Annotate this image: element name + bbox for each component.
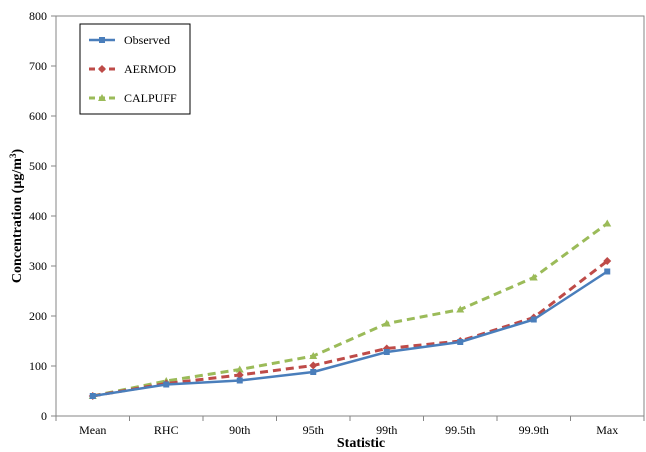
series-observed [89, 268, 611, 399]
y-tick-label: 300 [29, 259, 47, 273]
legend-marker-aermod [98, 65, 106, 73]
y-tick-label: 500 [29, 159, 47, 173]
data-point-observed [236, 377, 243, 384]
y-tick-label: 100 [29, 359, 47, 373]
x-tick-label: 99.9th [519, 423, 549, 437]
data-point-observed [457, 339, 464, 345]
data-point-observed [89, 393, 96, 399]
series-layer [88, 219, 612, 400]
data-point-calpuff [456, 305, 465, 313]
x-tick-label: 95th [303, 423, 324, 437]
series-calpuff [88, 219, 612, 399]
y-axis-title: Concentration (µg/m3) [8, 149, 25, 284]
data-point-aermod [309, 361, 318, 370]
y-axis-title-main: Concentration (µg/m [10, 158, 25, 283]
data-point-observed [604, 268, 611, 275]
data-point-calpuff [529, 273, 538, 281]
data-point-observed [163, 381, 170, 388]
y-axis: 0 100 200 300 400 500 600 700 800 [29, 9, 56, 423]
y-tick-label: 0 [41, 409, 47, 423]
legend-label-aermod: AERMOD [124, 62, 176, 76]
x-tick-label: Mean [79, 423, 106, 437]
data-point-observed [530, 316, 537, 323]
legend-label-observed: Observed [124, 33, 170, 47]
data-point-aermod [235, 371, 244, 379]
x-tick-label: 99th [376, 423, 397, 437]
y-tick-label: 200 [29, 309, 47, 323]
y-axis-title-close: ) [10, 149, 25, 154]
legend: Observed AERMOD CALPUFF [79, 23, 191, 115]
data-point-aermod [603, 257, 612, 265]
x-axis-title: Statistic [337, 436, 385, 451]
y-axis-title-superscript: 3 [8, 153, 18, 158]
data-point-calpuff [603, 219, 612, 227]
data-point-observed [310, 369, 317, 375]
data-point-calpuff [382, 319, 391, 327]
x-tick-label: 90th [229, 423, 250, 437]
data-point-calpuff [235, 365, 244, 373]
series-line-calpuff [92, 222, 609, 398]
x-axis: Mean RHC 90th 95th 99th 99.5th 99.9th Max [55, 416, 645, 437]
legend-marker-calpuff [98, 94, 106, 101]
legend-label-calpuff: CALPUFF [124, 91, 177, 105]
y-tick-label: 400 [29, 209, 47, 223]
x-tick-label: 99.5th [445, 423, 475, 437]
series-line-aermod [92, 259, 609, 398]
data-point-observed [383, 349, 390, 355]
legend-marker-observed [99, 37, 105, 43]
x-tick-label: Max [596, 423, 618, 437]
x-tick-label: RHC [154, 423, 179, 437]
y-tick-label: 800 [29, 9, 47, 23]
series-line-observed [92, 270, 608, 398]
y-tick-label: 600 [29, 109, 47, 123]
y-tick-label: 700 [29, 59, 47, 73]
data-point-calpuff [309, 352, 318, 359]
